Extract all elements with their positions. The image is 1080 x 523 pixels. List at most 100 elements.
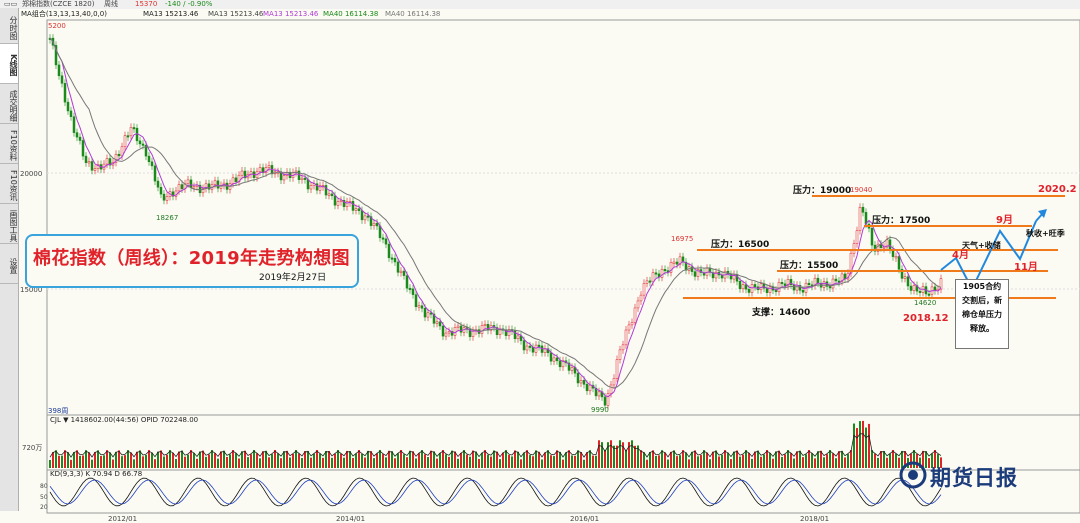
candle [138, 140, 142, 145]
ma-group-label[interactable]: MA组合(13,13,13,40,0,0) [21, 10, 107, 18]
volume-bar [421, 450, 423, 468]
volume-bar [757, 450, 759, 468]
candle [453, 327, 457, 336]
label-low-18267: 18267 [156, 214, 178, 222]
candle [60, 75, 64, 84]
volume-bar [619, 440, 621, 468]
volume-bar [763, 454, 765, 468]
candle [108, 158, 112, 166]
candle [801, 290, 805, 293]
volume-bar [679, 455, 681, 468]
window-menu-icon[interactable]: ▭▭ [4, 0, 18, 8]
period-label[interactable]: 周线 [104, 0, 118, 8]
volume-bar [301, 457, 303, 468]
volume-bar [286, 450, 288, 468]
candle [150, 161, 154, 167]
candle [858, 206, 862, 231]
volume-bar [91, 459, 93, 468]
candle [156, 180, 160, 188]
volume-bars [49, 420, 942, 468]
tab-draw-tools[interactable]: 画图工具 [0, 204, 18, 244]
candle [459, 325, 463, 333]
kd-level-20: 20 [40, 504, 48, 511]
volume-bar [289, 457, 291, 468]
volume-bar [238, 458, 240, 468]
volume-bar [49, 460, 51, 468]
candle [396, 261, 400, 273]
tab-f10-news[interactable]: F10资讯 [0, 164, 18, 204]
volume-bar [55, 450, 57, 468]
kd-level-80: 80 [40, 483, 48, 490]
candle [357, 208, 361, 211]
volume-bar [781, 456, 783, 468]
candle [822, 281, 826, 288]
volume-bar [718, 456, 720, 468]
candle [417, 305, 421, 308]
volume-bar [292, 454, 294, 468]
volume-bar [676, 456, 678, 468]
candle [654, 272, 658, 275]
candle [897, 256, 901, 270]
candle [831, 278, 835, 289]
volume-bar [808, 450, 810, 468]
tab-intraday[interactable]: 分时图 [0, 8, 18, 44]
candle [180, 184, 184, 190]
volume-bar [367, 450, 369, 468]
candle [141, 143, 145, 146]
candle [714, 271, 718, 279]
volume-bar [418, 453, 420, 468]
volume-bar [571, 455, 573, 468]
volume-bar [256, 453, 258, 468]
candle [309, 185, 313, 190]
volume-bar [790, 453, 792, 468]
candle [423, 308, 427, 318]
volume-bar [472, 450, 474, 468]
candle [315, 183, 319, 191]
candle [768, 286, 772, 293]
volume-bar [628, 442, 630, 468]
volume-bar [481, 452, 483, 468]
tab-f10-data[interactable]: F10资料 [0, 124, 18, 164]
weather-label: 天气+收储 [962, 240, 1001, 250]
volume-bar [625, 449, 627, 468]
candle [189, 179, 193, 188]
volume-bar [349, 451, 351, 468]
candle [177, 184, 181, 192]
volume-bar [673, 450, 675, 468]
candle [744, 284, 748, 290]
volume-bar [589, 450, 591, 468]
candle [528, 345, 532, 348]
candle [729, 274, 733, 280]
volume-bar [835, 458, 837, 468]
candle [300, 177, 304, 180]
tab-trades[interactable]: 成交明细 [0, 84, 18, 124]
volume-bar [850, 450, 852, 468]
volume-bar [232, 450, 234, 468]
candle [234, 177, 238, 183]
tab-settings[interactable]: 设置 [0, 244, 18, 284]
volume-bar [544, 452, 546, 468]
candle [324, 185, 328, 196]
candle [372, 222, 376, 226]
volume-bar [730, 459, 732, 468]
volume-bar [403, 454, 405, 468]
candle [468, 329, 472, 337]
candle [207, 183, 211, 190]
volume-bar [784, 454, 786, 468]
volume-bar [211, 450, 213, 468]
volume-bar [436, 458, 438, 468]
candle [828, 286, 832, 289]
candle [609, 384, 613, 394]
candle [612, 378, 616, 386]
candle [216, 180, 220, 189]
price-change: -140 / -0.90% [165, 0, 213, 8]
tab-kline[interactable]: K线图 [0, 44, 18, 84]
volume-bar [88, 452, 90, 468]
candle [540, 345, 544, 353]
volume-bar [337, 450, 339, 468]
volume-bar [457, 458, 459, 468]
candle [525, 345, 529, 351]
candle [186, 179, 190, 184]
candle [318, 185, 322, 191]
volume-bar [796, 451, 798, 468]
